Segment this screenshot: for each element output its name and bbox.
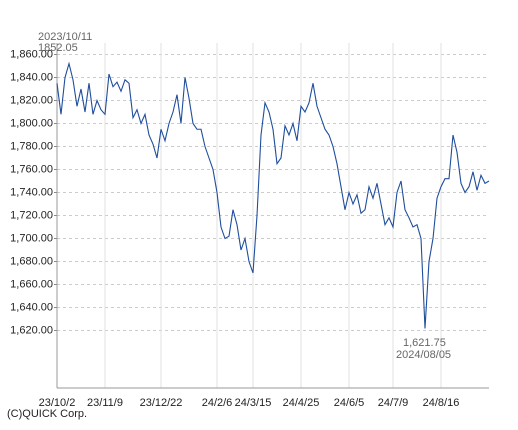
x-tick-label: 24/8/16 [423, 397, 460, 409]
y-tick-label: 1,700.00 [10, 232, 53, 244]
x-tick-label: 24/6/5 [334, 397, 365, 409]
x-tick-label: 23/10/2 [39, 397, 76, 409]
annotation: 1,621.75 [403, 337, 446, 349]
y-tick-label: 1,820.00 [10, 94, 53, 106]
y-tick-label: 1,680.00 [10, 255, 53, 267]
y-tick-label: 1,640.00 [10, 301, 53, 313]
y-tick-label: 1,720.00 [10, 209, 53, 221]
y-tick-label: 1,740.00 [10, 186, 53, 198]
y-tick-label: 1,840.00 [10, 71, 53, 83]
annotation: 1852.05 [38, 42, 78, 54]
y-tick-label: 1,660.00 [10, 278, 53, 290]
annotation: 2023/10/11 [38, 31, 92, 43]
x-tick-label: 24/3/15 [235, 397, 272, 409]
y-tick-label: 1,620.00 [10, 324, 53, 336]
y-tick-label: 1,860.00 [10, 48, 53, 60]
y-tick-label: 1,780.00 [10, 140, 53, 152]
y-tick-label: 1,760.00 [10, 163, 53, 175]
x-tick-label: 24/7/9 [378, 397, 409, 409]
copyright: (C)QUICK Corp. [7, 408, 87, 420]
price-line [56, 61, 490, 329]
x-tick-label: 24/4/25 [283, 397, 320, 409]
annotation: 2024/08/05 [396, 349, 451, 361]
x-tick-label: 23/12/22 [140, 397, 183, 409]
x-tick-label: 24/2/6 [202, 397, 233, 409]
y-tick-label: 1,800.00 [10, 117, 53, 129]
x-tick-label: 23/11/9 [87, 397, 123, 409]
